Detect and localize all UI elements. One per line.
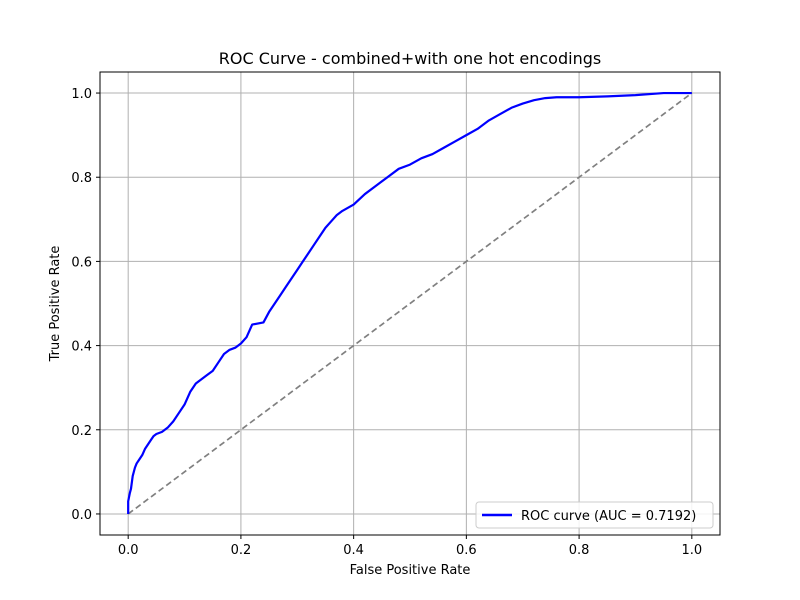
x-tick-label: 0.6 [456, 543, 477, 558]
chance-diagonal-line [127, 92, 693, 515]
chart-title: ROC Curve - combined+with one hot encodi… [219, 49, 601, 68]
ticks-layer: 0.0 0.2 0.4 0.6 0.8 1.0 0.0 0.2 0.4 0.6 0.8 1.0 [71, 87, 702, 558]
y-tick-label: 0.0 [71, 508, 92, 523]
x-tick-label: 0.4 [343, 543, 364, 558]
y-tick-label: 0.8 [71, 171, 92, 186]
y-tick-label: 0.2 [71, 424, 92, 439]
y-tick-label: 0.4 [71, 340, 92, 355]
x-tick-label: 0.8 [569, 543, 590, 558]
plot-frame [99, 71, 721, 536]
roc-curve-line [127, 91, 692, 514]
x-tick-label: 0.0 [118, 543, 139, 558]
x-axis-label: False Positive Rate [350, 563, 471, 578]
legend: ROC curve (AUC = 0.7192) [475, 501, 714, 529]
y-tick-label: 0.6 [71, 255, 92, 270]
legend-label: ROC curve (AUC = 0.7192) [521, 509, 696, 524]
x-tick-label: 0.2 [231, 543, 252, 558]
series-layer [127, 91, 693, 515]
y-tick-label: 1.0 [71, 87, 92, 102]
legend-box [475, 501, 714, 529]
x-tick-label: 1.0 [681, 543, 702, 558]
y-axis-label: True Positive Rate [48, 246, 63, 363]
grid-layer [100, 72, 720, 535]
